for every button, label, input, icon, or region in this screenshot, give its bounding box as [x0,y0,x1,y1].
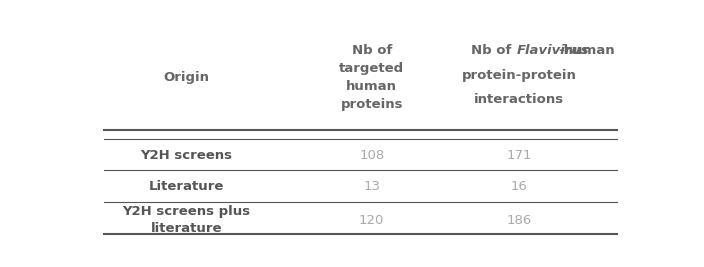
Text: Nb of: Nb of [471,44,516,57]
Text: Nb of
targeted
human
proteins: Nb of targeted human proteins [339,44,404,111]
Text: Y2H screens plus
literature: Y2H screens plus literature [122,205,250,235]
Text: 16: 16 [510,180,527,193]
Text: -human: -human [558,44,615,57]
Text: interactions: interactions [474,93,564,106]
Text: 171: 171 [506,149,532,162]
Text: 186: 186 [506,214,532,227]
Text: Y2H screens: Y2H screens [140,149,232,162]
Text: Literature: Literature [149,180,224,193]
Text: Origin: Origin [163,71,209,84]
Text: Flavivirus: Flavivirus [516,44,589,57]
Text: 13: 13 [363,180,380,193]
Text: 108: 108 [359,149,384,162]
Text: protein-protein: protein-protein [462,69,577,82]
Text: 120: 120 [359,214,384,227]
